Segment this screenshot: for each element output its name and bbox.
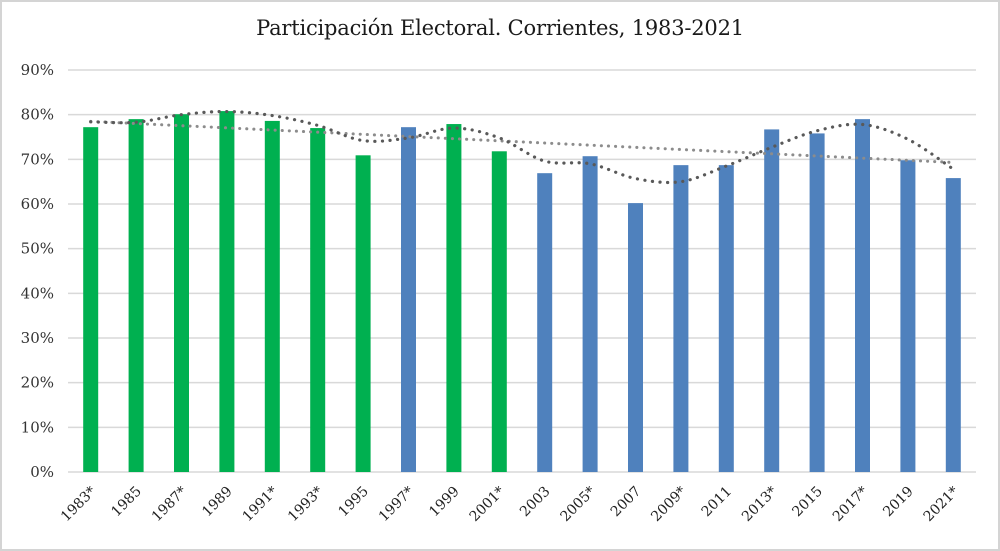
bar-1983-star (83, 127, 99, 472)
bar-1997-star (401, 127, 416, 472)
y-tick-label: 30% (21, 329, 54, 347)
x-axis-tick-labels: 1983* 1985 1987* 1989 1991* 1993* 1995 1997* 199… (58, 484, 962, 525)
trendlines (89, 109, 955, 185)
x-tick-label: 2007 (608, 484, 645, 521)
bar-1989 (219, 111, 235, 473)
bar-1991-star (264, 120, 280, 473)
x-tick-label: 2011 (699, 484, 736, 521)
x-tick-label: 2003 (517, 484, 554, 521)
x-tick-label: 2017* (830, 484, 871, 525)
bar-2017-star (855, 119, 870, 472)
x-tick-label: 1989 (199, 484, 236, 521)
x-tick-label: 2009* (648, 484, 689, 525)
y-tick-label: 0% (30, 463, 54, 481)
x-tick-label: 1985 (108, 484, 145, 521)
bar-2021-star (945, 178, 961, 473)
y-tick-label: 90% (21, 61, 54, 79)
bar-1993-star (310, 128, 326, 473)
bar-2001-star (491, 151, 507, 472)
x-tick-label: 1999 (426, 484, 463, 521)
bar-2007 (628, 203, 643, 472)
y-tick-label: 50% (21, 240, 54, 258)
x-tick-label: 1995 (335, 484, 372, 521)
bar-2015 (809, 133, 825, 472)
bar-1995 (355, 155, 371, 472)
bar-1999 (446, 124, 462, 473)
y-tick-label: 40% (21, 284, 54, 302)
x-tick-label: 1997* (376, 484, 417, 525)
x-tick-label: 2015 (789, 484, 826, 521)
y-tick-label: 10% (21, 418, 54, 436)
x-tick-label: 2021* (921, 484, 962, 525)
y-tick-label: 20% (21, 374, 54, 392)
y-tick-label: 60% (21, 195, 54, 213)
x-tick-label: 2005* (557, 484, 598, 525)
x-tick-label: 1991* (240, 484, 281, 525)
x-tick-label: 1993* (285, 484, 326, 525)
bar-2011 (718, 165, 734, 472)
x-tick-label: 2013* (739, 484, 780, 525)
bar-2013-star (764, 129, 780, 472)
bar-2003 (537, 173, 553, 472)
chart-title: Participación Electoral. Corrientes, 198… (256, 16, 744, 40)
bar-2019 (900, 160, 916, 472)
y-tick-label: 80% (21, 106, 54, 124)
bar-1985 (128, 119, 144, 472)
bar-2009-star (673, 165, 689, 472)
polynomial-trend (89, 109, 955, 185)
x-tick-label: 1987* (149, 484, 190, 525)
linear-trend (89, 119, 955, 164)
y-tick-label: 70% (21, 150, 54, 168)
x-tick-label: 2019 (880, 484, 917, 521)
bars (83, 111, 961, 473)
x-tick-label: 1983* (58, 484, 99, 525)
x-tick-label: 2001* (467, 484, 508, 525)
gridlines (68, 69, 976, 473)
y-axis-tick-labels: 0% 10% 20% 30% 40% 50% 60% 70% 80% 90% (21, 61, 54, 481)
bar-1987-star (174, 114, 189, 472)
bar-2005-star (582, 156, 598, 472)
